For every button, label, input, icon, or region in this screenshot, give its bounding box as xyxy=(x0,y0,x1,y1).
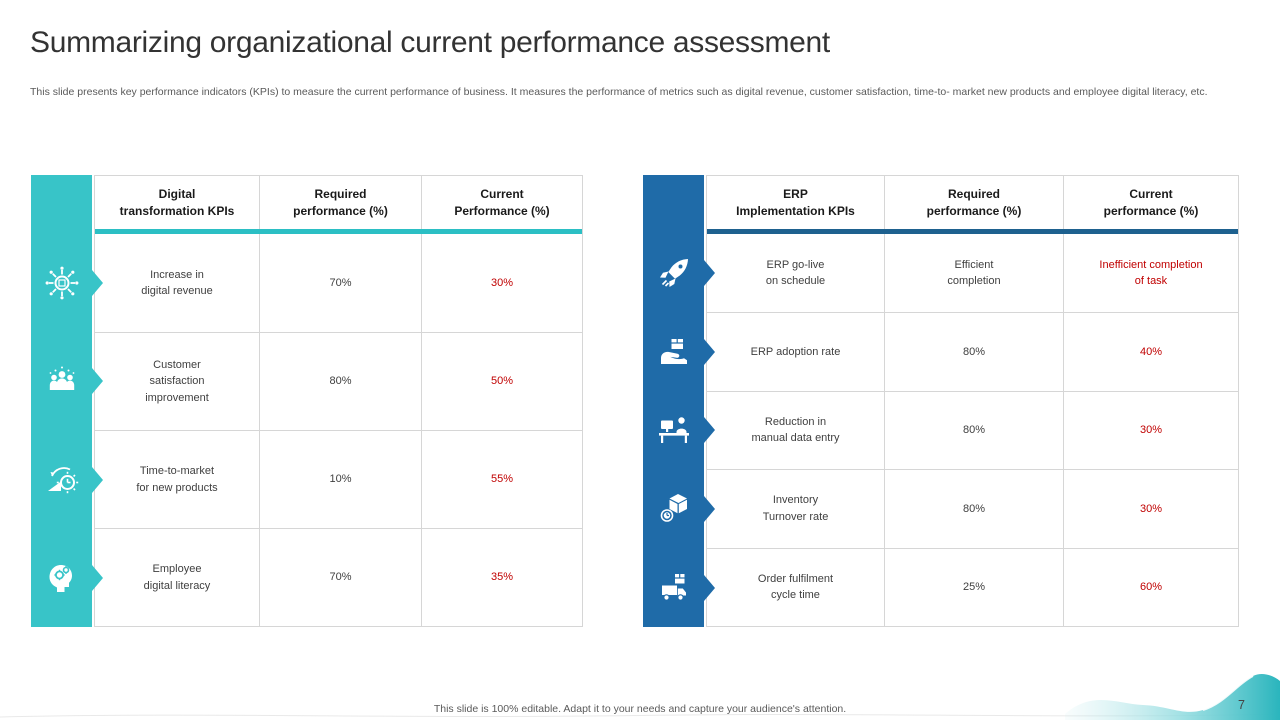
current-cell: 50% xyxy=(421,332,582,430)
digital-literacy-icon xyxy=(49,564,72,592)
kpi-cell: Reduction in manual data entry xyxy=(707,390,884,469)
row-pointer-icon xyxy=(704,338,715,365)
row-pointer-icon xyxy=(704,496,715,523)
order-truck-icon xyxy=(661,573,686,601)
row-icon-cell xyxy=(643,391,715,470)
row-icon-cell xyxy=(643,548,715,627)
column-header: Digital transformation KPIs xyxy=(119,186,235,218)
band-header-spacer xyxy=(31,175,92,234)
current-cell: Inefficient completion of task xyxy=(1063,234,1238,313)
row-icon-cell xyxy=(31,332,103,430)
row-pointer-icon xyxy=(704,260,715,287)
required-cell: 70% xyxy=(259,528,421,626)
column-header: Current performance (%) xyxy=(1063,176,1238,229)
kpi-cell: Employee digital literacy xyxy=(95,528,259,626)
editable-note: This slide is 100% editable. Adapt it to… xyxy=(433,703,847,715)
header-accent-rule xyxy=(95,229,582,234)
current-cell: 30% xyxy=(421,234,582,332)
slide-description: This slide presents key performance indi… xyxy=(30,86,1208,98)
kpi-cell: Time-to-market for new products xyxy=(95,430,259,528)
erp-implementation-table: ERP Implementation KPIs Required perform… xyxy=(706,175,1239,627)
row-icon-cell xyxy=(31,529,103,627)
row-pointer-icon xyxy=(92,270,103,297)
column-header: Current Performance (%) xyxy=(421,176,582,229)
row-pointer-icon xyxy=(92,368,103,395)
kpi-cell: ERP go-live on schedule xyxy=(765,258,826,288)
teal-icon-band xyxy=(31,175,103,627)
column-header: Required performance (%) xyxy=(884,176,1063,229)
required-cell: 10% xyxy=(259,430,421,528)
time-to-market-icon xyxy=(47,466,78,493)
kpi-cell: Order fulfilment cycle time xyxy=(707,547,884,626)
column-header: ERP Implementation KPIs xyxy=(736,186,855,218)
kpi-cell: Customer satisfaction improvement xyxy=(95,332,259,430)
rocket-icon xyxy=(659,259,688,288)
row-icon-cell xyxy=(643,313,715,392)
required-cell: 80% xyxy=(884,469,1063,548)
erp-implementation-table-group: ERP Implementation KPIs Required perform… xyxy=(643,175,1239,627)
current-cell: 35% xyxy=(421,528,582,626)
current-cell: 30% xyxy=(1063,390,1238,470)
digital-transformation-table: Digital transformation KPIs Required per… xyxy=(94,175,583,627)
current-cell: 60% xyxy=(1063,547,1238,626)
required-cell: 80% xyxy=(259,332,421,430)
row-icon-cell xyxy=(643,234,715,313)
adoption-hand-icon xyxy=(660,338,687,364)
current-cell: 55% xyxy=(421,430,582,528)
page-number: 7 xyxy=(1238,698,1245,712)
row-pointer-icon xyxy=(704,574,715,601)
row-pointer-icon xyxy=(92,564,103,591)
page-title: Summarizing organizational current perfo… xyxy=(30,26,830,59)
kpi-cell: ERP adoption rate xyxy=(707,312,884,390)
customer-team-icon xyxy=(49,366,74,391)
required-cell: Efficient completion xyxy=(884,234,1063,313)
kpi-cell: Inventory Turnover rate xyxy=(707,469,884,547)
corner-wave-decoration xyxy=(1065,673,1280,720)
required-cell: 70% xyxy=(259,234,421,332)
row-icon-cell xyxy=(643,470,715,549)
manual-data-entry-icon xyxy=(658,417,689,444)
blue-icon-band xyxy=(643,175,715,627)
row-pointer-icon xyxy=(92,466,103,493)
kpi-cell: Increase in digital revenue xyxy=(141,268,213,298)
row-icon-cell xyxy=(31,431,103,529)
current-cell: 40% xyxy=(1063,312,1238,391)
column-header: Required performance (%) xyxy=(259,176,421,229)
required-cell: 25% xyxy=(884,547,1063,626)
header-accent-rule xyxy=(707,229,1238,234)
row-pointer-icon xyxy=(704,417,715,444)
inventory-box-icon xyxy=(660,494,687,522)
current-cell: 30% xyxy=(1063,469,1238,548)
digital-network-icon xyxy=(45,266,78,300)
band-header-spacer xyxy=(643,175,704,234)
digital-transformation-table-group: Digital transformation KPIs Required per… xyxy=(31,175,583,627)
row-icon-cell xyxy=(31,234,103,332)
required-cell: 80% xyxy=(884,390,1063,470)
required-cell: 80% xyxy=(884,312,1063,391)
